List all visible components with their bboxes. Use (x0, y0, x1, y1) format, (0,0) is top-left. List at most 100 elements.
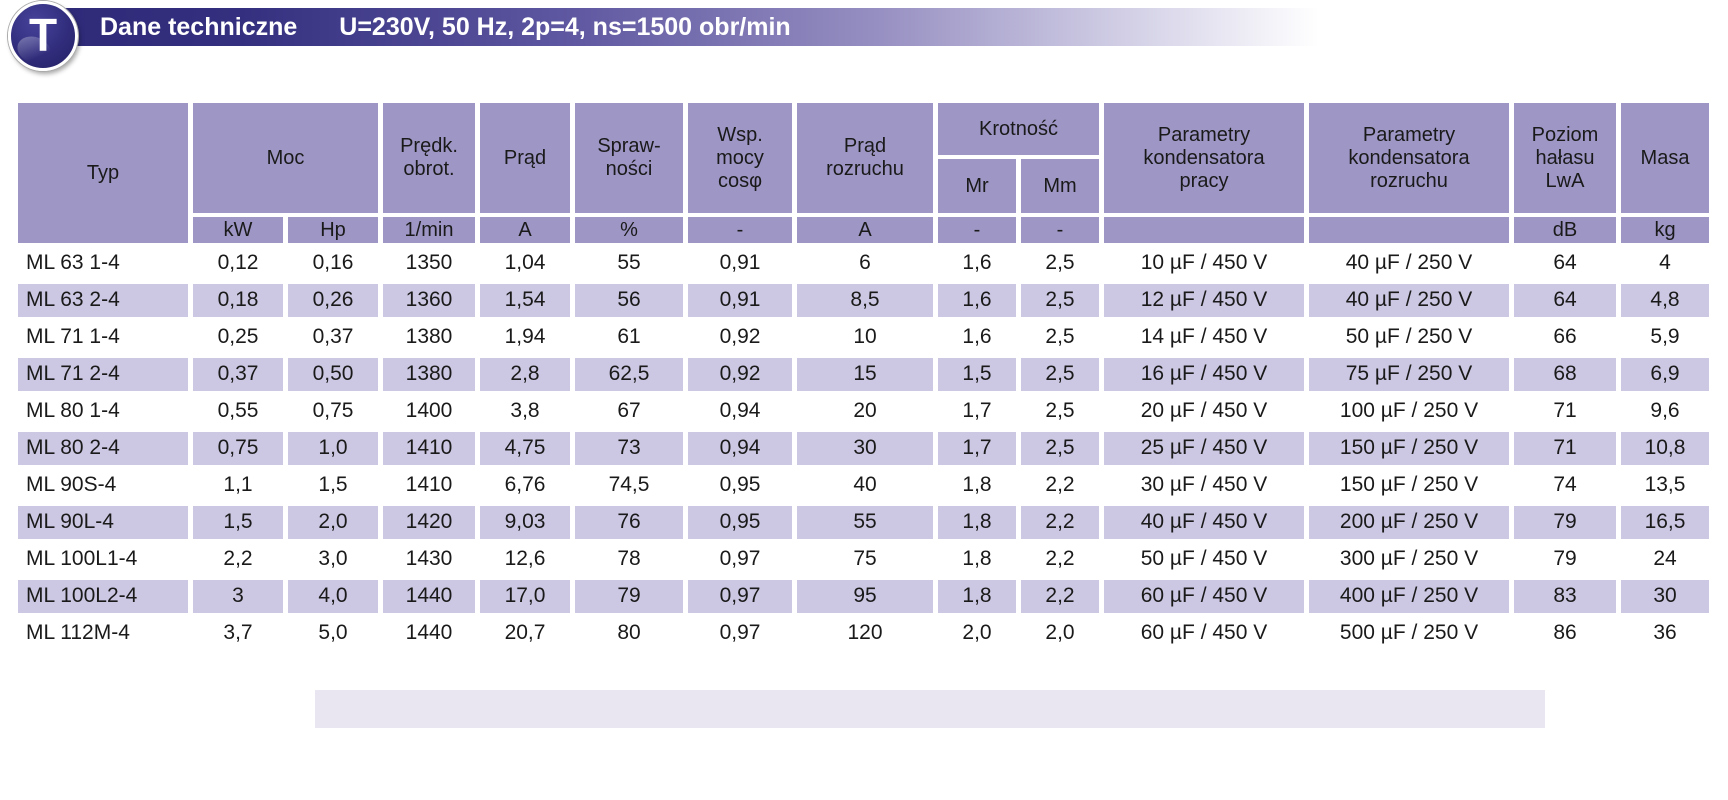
value-cell: 40 µF / 250 V (1309, 247, 1509, 280)
unit-cell: Hp (288, 217, 378, 243)
value-cell: 1360 (383, 284, 475, 317)
value-cell: 1440 (383, 617, 475, 650)
value-cell: 1350 (383, 247, 475, 280)
value-cell: 0,75 (193, 432, 283, 465)
value-cell: 1410 (383, 432, 475, 465)
value-cell: 13,5 (1621, 469, 1709, 502)
value-cell: 2,5 (1021, 432, 1099, 465)
value-cell: 6 (797, 247, 933, 280)
value-cell: 1440 (383, 580, 475, 613)
value-cell: 1380 (383, 358, 475, 391)
value-cell: 2,2 (1021, 580, 1099, 613)
value-cell: 66 (1514, 321, 1616, 354)
value-cell: 25 µF / 450 V (1104, 432, 1304, 465)
value-cell: 14 µF / 450 V (1104, 321, 1304, 354)
value-cell: 20,7 (480, 617, 570, 650)
value-cell: 80 (575, 617, 683, 650)
value-cell: 150 µF / 250 V (1309, 432, 1509, 465)
value-cell: 0,16 (288, 247, 378, 280)
table-body: ML 63 1-4 0,12 0,16 1350 1,04 55 0,91 6 1,6 2,5 10… (18, 247, 1709, 650)
unit-cell: A (797, 217, 933, 243)
value-cell: 1,5 (938, 358, 1016, 391)
value-cell: 500 µF / 250 V (1309, 617, 1509, 650)
value-cell: 9,6 (1621, 395, 1709, 428)
value-cell: 76 (575, 506, 683, 539)
page-title: Dane techniczne (100, 12, 298, 41)
col-header-krotnosc: Krotność (938, 103, 1099, 155)
section-t-badge-icon: T (8, 1, 78, 71)
value-cell: 61 (575, 321, 683, 354)
value-cell: 1400 (383, 395, 475, 428)
value-cell: 1,8 (938, 580, 1016, 613)
table-row: ML 90S-4 1,1 1,5 1410 6,76 74,5 0,95 40 1,8 2,2 30… (18, 469, 1709, 502)
value-cell: 1410 (383, 469, 475, 502)
col-header-moc: Moc (193, 103, 378, 213)
value-cell: 0,55 (193, 395, 283, 428)
value-cell: 12 µF / 450 V (1104, 284, 1304, 317)
value-cell: 4 (1621, 247, 1709, 280)
value-cell: 10 µF / 450 V (1104, 247, 1304, 280)
value-cell: 71 (1514, 432, 1616, 465)
value-cell: 79 (575, 580, 683, 613)
table-row: ML 71 2-4 0,37 0,50 1380 2,8 62,5 0,92 15 1,5 2,5… (18, 358, 1709, 391)
value-cell: 73 (575, 432, 683, 465)
value-cell: 100 µF / 250 V (1309, 395, 1509, 428)
value-cell: 0,97 (688, 543, 792, 576)
value-cell: 30 (1621, 580, 1709, 613)
badge-letter: T (28, 8, 58, 61)
value-cell: 71 (1514, 395, 1616, 428)
motor-type-cell: ML 90S-4 (18, 469, 188, 502)
value-cell: 0,92 (688, 321, 792, 354)
table-row: ML 80 2-4 0,75 1,0 1410 4,75 73 0,94 30 1,7 2,5 25… (18, 432, 1709, 465)
value-cell: 0,50 (288, 358, 378, 391)
value-cell: 55 (575, 247, 683, 280)
value-cell: 150 µF / 250 V (1309, 469, 1509, 502)
value-cell: 74,5 (575, 469, 683, 502)
value-cell: 9,03 (480, 506, 570, 539)
value-cell: 50 µF / 450 V (1104, 543, 1304, 576)
value-cell: 40 (797, 469, 933, 502)
value-cell: 12,6 (480, 543, 570, 576)
motor-type-cell: ML 63 1-4 (18, 247, 188, 280)
value-cell: 0,95 (688, 469, 792, 502)
value-cell: 75 (797, 543, 933, 576)
motor-type-cell: ML 100L2-4 (18, 580, 188, 613)
value-cell: 1,0 (288, 432, 378, 465)
value-cell: 75 µF / 250 V (1309, 358, 1509, 391)
value-cell: 1,8 (938, 469, 1016, 502)
value-cell: 3,7 (193, 617, 283, 650)
table-row: ML 100L1-4 2,2 3,0 1430 12,6 78 0,97 75 1,8 2,2 50… (18, 543, 1709, 576)
value-cell: 1,5 (288, 469, 378, 502)
table-row: ML 63 2-4 0,18 0,26 1360 1,54 56 0,91 8,5 1,6 2,5… (18, 284, 1709, 317)
value-cell: 30 (797, 432, 933, 465)
value-cell: 1,5 (193, 506, 283, 539)
value-cell: 1380 (383, 321, 475, 354)
value-cell: 64 (1514, 247, 1616, 280)
table-row: ML 100L2-4 3 4,0 1440 17,0 79 0,97 95 1,8 2,2 60 µ… (18, 580, 1709, 613)
value-cell: 0,94 (688, 432, 792, 465)
value-cell: 3 (193, 580, 283, 613)
value-cell: 3,0 (288, 543, 378, 576)
col-header-param-kond-pracy: Parametry kondensatora pracy (1104, 103, 1304, 213)
value-cell: 16 µF / 450 V (1104, 358, 1304, 391)
col-header-prad-rozruchu: Prąd rozruchu (797, 103, 933, 213)
col-header-prad: Prąd (480, 103, 570, 213)
col-header-typ: Typ (18, 103, 188, 243)
value-cell: 300 µF / 250 V (1309, 543, 1509, 576)
value-cell: 4,75 (480, 432, 570, 465)
value-cell: 3,8 (480, 395, 570, 428)
value-cell: 40 µF / 450 V (1104, 506, 1304, 539)
col-header-wsp-mocy: Wsp. mocy cosφ (688, 103, 792, 213)
value-cell: 2,2 (1021, 469, 1099, 502)
value-cell: 1,6 (938, 321, 1016, 354)
value-cell: 2,2 (1021, 506, 1099, 539)
value-cell: 0,97 (688, 580, 792, 613)
value-cell: 55 (797, 506, 933, 539)
motor-type-cell: ML 71 2-4 (18, 358, 188, 391)
value-cell: 86 (1514, 617, 1616, 650)
value-cell: 0,25 (193, 321, 283, 354)
value-cell: 5,0 (288, 617, 378, 650)
bottom-partial-row (315, 690, 1545, 728)
value-cell: 20 µF / 450 V (1104, 395, 1304, 428)
unit-cell: - (1021, 217, 1099, 243)
